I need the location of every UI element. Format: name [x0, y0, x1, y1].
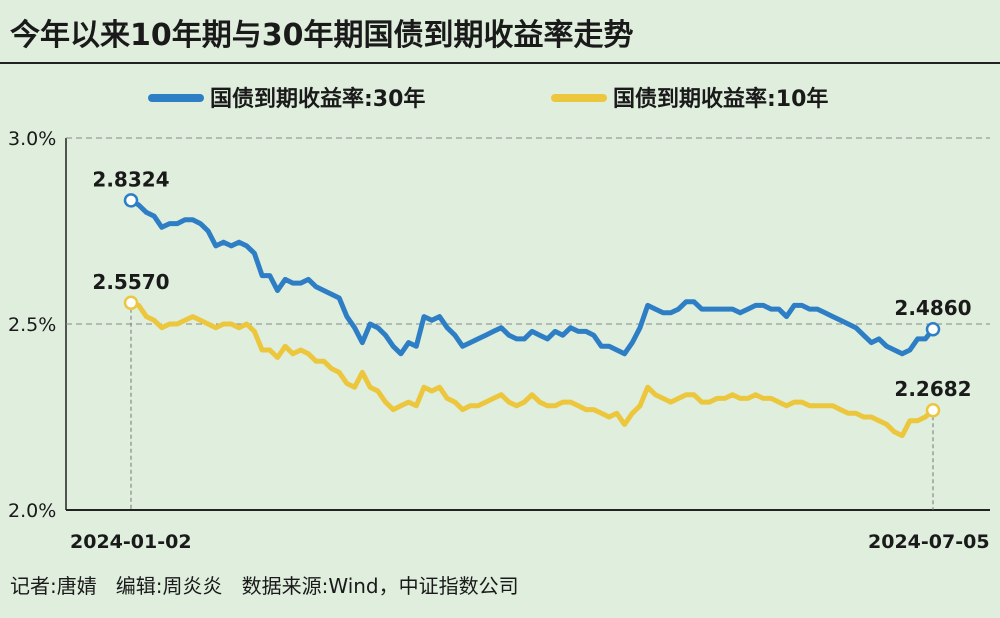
point-30y-start — [123, 193, 139, 208]
point-30y-end — [925, 321, 941, 337]
x-tick-label-start: 2024-01-02 — [70, 531, 192, 553]
point-10y-end — [925, 402, 941, 418]
series-line-10y — [128, 300, 936, 439]
legend-label-10y: 国债到期收益率:10年 — [613, 86, 828, 112]
x-tick-label-end: 2024-07-05 — [868, 531, 990, 553]
footer-credits: 记者:唐婧 编辑:周炎炎 数据来源:Wind，中证指数公司 — [10, 574, 519, 598]
data-label-10y-end: 2.2682 — [894, 377, 971, 401]
legend-label-30y: 国债到期收益率:30年 — [210, 86, 425, 112]
legend: 国债到期收益率:30年 国债到期收益率:10年 — [148, 86, 828, 112]
data-label-30y-start: 2.8324 — [92, 167, 169, 191]
y-tick-label-2-0: 2.0% — [8, 500, 56, 522]
chart-title: 今年以来10年期与30年期国债到期收益率走势 — [10, 18, 634, 53]
series-line-30y — [128, 197, 936, 357]
y-tick-label-3-0: 3.0% — [8, 128, 56, 150]
y-tick-label-2-5: 2.5% — [8, 314, 56, 336]
data-label-30y-end: 2.4860 — [894, 296, 971, 320]
data-label-10y-start: 2.5570 — [92, 270, 169, 294]
point-10y-start — [123, 295, 139, 311]
